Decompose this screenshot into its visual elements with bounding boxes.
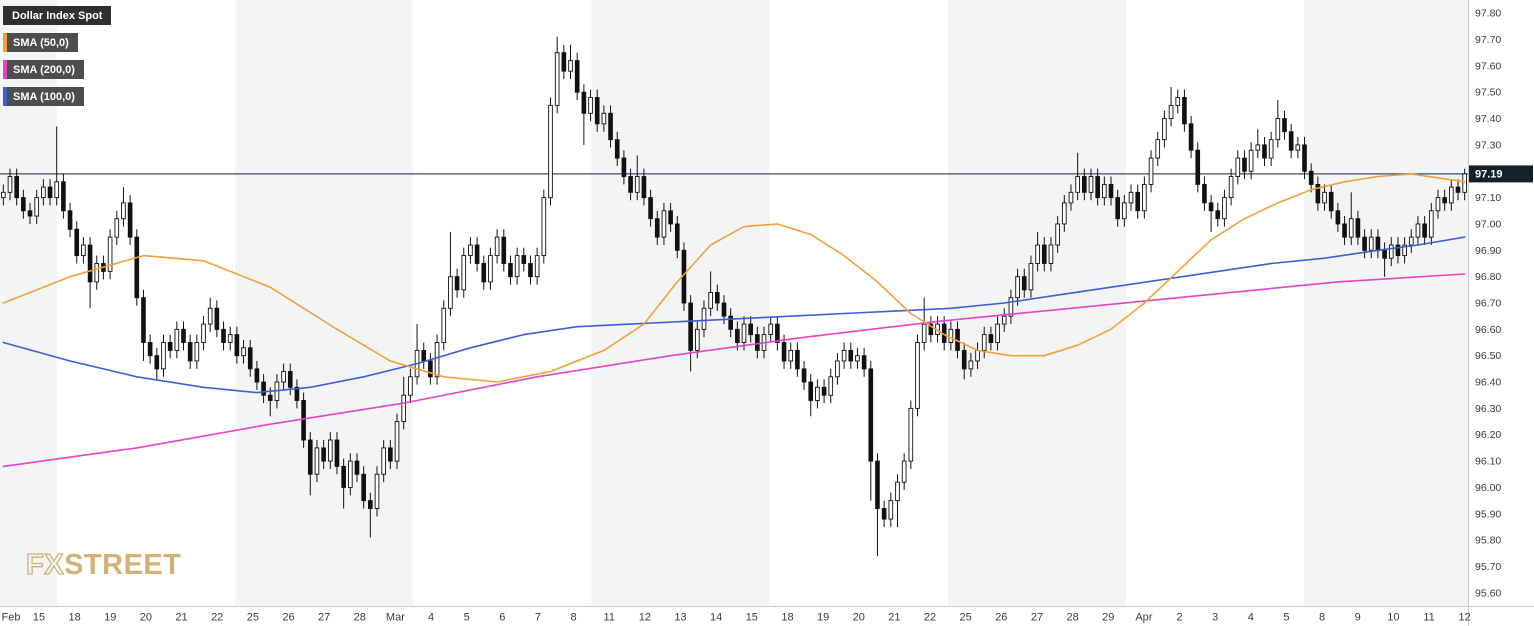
svg-text:21: 21 [888, 612, 900, 624]
svg-text:22: 22 [924, 612, 936, 624]
svg-text:96.10: 96.10 [1475, 456, 1501, 468]
svg-text:15: 15 [33, 612, 45, 624]
svg-text:15: 15 [746, 612, 758, 624]
price-axis[interactable]: 97.8097.7097.6097.5097.4097.3097.2097.10… [1475, 8, 1501, 600]
svg-text:19: 19 [817, 612, 829, 624]
svg-text:8: 8 [1319, 612, 1325, 624]
fxstreet-logo-street: STREET [64, 549, 182, 581]
svg-text:96.60: 96.60 [1475, 324, 1501, 336]
svg-text:96.70: 96.70 [1475, 298, 1501, 310]
svg-text:26: 26 [995, 612, 1007, 624]
svg-text:26: 26 [282, 612, 294, 624]
svg-text:Mar: Mar [386, 612, 405, 624]
svg-text:95.90: 95.90 [1475, 508, 1501, 520]
svg-text:27: 27 [318, 612, 330, 624]
svg-text:96.20: 96.20 [1475, 429, 1501, 441]
svg-text:97.10: 97.10 [1475, 192, 1501, 204]
sma-100-color-swatch [3, 87, 7, 106]
svg-text:96.30: 96.30 [1475, 403, 1501, 415]
instrument-label: Dollar Index Spot [12, 9, 103, 22]
sma-100-0--line[interactable] [2, 236, 1466, 394]
svg-text:11: 11 [1423, 612, 1434, 624]
svg-text:95.60: 95.60 [1475, 587, 1501, 599]
legend-item-sma-50[interactable]: SMA (50,0) [3, 33, 78, 52]
sma-50-label: SMA (50,0) [13, 36, 69, 49]
svg-text:19: 19 [104, 612, 116, 624]
svg-text:8: 8 [571, 612, 577, 624]
svg-text:96.50: 96.50 [1475, 350, 1501, 362]
svg-text:96.00: 96.00 [1475, 482, 1501, 494]
svg-text:97.60: 97.60 [1475, 60, 1501, 72]
svg-text:11: 11 [604, 612, 615, 624]
legend-item-sma-100[interactable]: SMA (100,0) [3, 87, 84, 106]
svg-text:28: 28 [354, 612, 366, 624]
fxstreet-watermark: FXSTREET [25, 548, 182, 582]
svg-text:18: 18 [68, 612, 80, 624]
svg-text:97.80: 97.80 [1475, 8, 1501, 20]
svg-text:12: 12 [639, 612, 651, 624]
svg-text:3: 3 [1212, 612, 1218, 624]
svg-text:95.70: 95.70 [1475, 561, 1501, 573]
svg-text:97.00: 97.00 [1475, 218, 1501, 230]
svg-text:25: 25 [960, 612, 972, 624]
svg-text:14: 14 [710, 612, 722, 624]
svg-text:4: 4 [428, 612, 434, 624]
sma-200-color-swatch [3, 60, 7, 79]
sma-50-0--line[interactable] [2, 173, 1466, 383]
svg-text:5: 5 [464, 612, 470, 624]
svg-text:20: 20 [140, 612, 152, 624]
svg-text:97.19: 97.19 [1475, 168, 1503, 180]
svg-text:97.30: 97.30 [1475, 139, 1501, 151]
svg-text:28: 28 [1066, 612, 1078, 624]
svg-text:20: 20 [853, 612, 865, 624]
legend: Dollar Index Spot SMA (50,0) SMA (200,0)… [3, 6, 112, 106]
svg-text:18: 18 [781, 612, 793, 624]
legend-item-sma-200[interactable]: SMA (200,0) [3, 60, 84, 79]
fxstreet-logo-fx: FX [25, 548, 65, 581]
svg-text:10: 10 [1387, 612, 1399, 624]
svg-text:96.40: 96.40 [1475, 377, 1501, 389]
svg-text:Feb: Feb [2, 612, 21, 624]
sma-100-label: SMA (100,0) [13, 90, 75, 103]
sma-50-color-swatch [3, 33, 7, 52]
svg-text:96.90: 96.90 [1475, 245, 1501, 257]
legend-item-dollar-index-spot[interactable]: Dollar Index Spot [3, 6, 112, 25]
svg-text:97.70: 97.70 [1475, 34, 1501, 46]
svg-text:97.40: 97.40 [1475, 113, 1501, 125]
svg-text:9: 9 [1355, 612, 1361, 624]
svg-text:Apr: Apr [1135, 612, 1152, 624]
time-axis[interactable]: Feb 15 18 19 20 21 22 25 26 27 28 Mar 4 5 6 7 8 11 12 13 14 1… [2, 612, 1471, 624]
svg-text:4: 4 [1248, 612, 1254, 624]
svg-text:12: 12 [1459, 612, 1471, 624]
svg-text:25: 25 [247, 612, 259, 624]
current-price-badge: 97.19 [1469, 165, 1533, 183]
svg-text:2: 2 [1176, 612, 1182, 624]
sma-200-label: SMA (200,0) [13, 63, 75, 76]
svg-text:6: 6 [499, 612, 505, 624]
svg-text:29: 29 [1102, 612, 1114, 624]
svg-text:13: 13 [674, 612, 686, 624]
svg-text:96.80: 96.80 [1475, 271, 1501, 283]
svg-text:5: 5 [1283, 612, 1289, 624]
svg-text:27: 27 [1031, 612, 1043, 624]
svg-text:97.50: 97.50 [1475, 87, 1501, 99]
svg-text:21: 21 [175, 612, 187, 624]
svg-text:95.80: 95.80 [1475, 535, 1501, 547]
candle-series [1, 36, 1467, 556]
svg-text:22: 22 [211, 612, 223, 624]
svg-text:7: 7 [535, 612, 541, 624]
sma-200-0--line[interactable] [2, 273, 1466, 468]
